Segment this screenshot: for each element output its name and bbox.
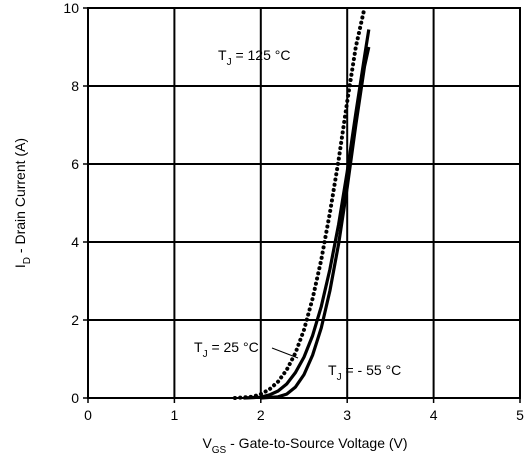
- y-axis-title: ID - Drain Current (A): [12, 138, 33, 268]
- y-tick-label: 6: [71, 156, 79, 172]
- x-tick-label: 1: [171, 407, 179, 423]
- series-line: [260, 46, 371, 400]
- series-tj-minus55c: [260, 46, 371, 400]
- series-label-25c-leader: [271, 347, 299, 359]
- x-axis-ticks: 0 1 2 3 4 5: [84, 398, 524, 423]
- series-line: [243, 29, 371, 400]
- series-label-minus55c: TJ = - 55 °C: [328, 362, 401, 383]
- plot-frame: [87, 7, 521, 399]
- y-tick-label: 4: [71, 234, 79, 250]
- y-tick-label: 2: [71, 312, 79, 328]
- series-label-25c: TJ = 25 °C: [194, 339, 259, 360]
- y-tick-label: 10: [63, 0, 79, 16]
- series-line: [232, 6, 367, 400]
- x-tick-label: 5: [516, 407, 524, 423]
- series-label-125c: TJ = 125 °C: [218, 47, 290, 68]
- grid: [87, 7, 521, 399]
- x-axis-title: VGS - Gate-to-Source Voltage (V): [202, 435, 407, 456]
- y-tick-label: 0: [71, 390, 79, 406]
- y-tick-label: 8: [71, 78, 79, 94]
- x-tick-label: 3: [343, 407, 351, 423]
- series-layer: [232, 6, 371, 400]
- series-tj-125c: [232, 6, 367, 400]
- x-tick-label: 0: [84, 407, 92, 423]
- x-tick-label: 2: [257, 407, 265, 423]
- series-tj-25c: [243, 29, 371, 400]
- x-tick-label: 4: [430, 407, 438, 423]
- y-axis-ticks: 0 2 4 6 8 10: [63, 0, 88, 406]
